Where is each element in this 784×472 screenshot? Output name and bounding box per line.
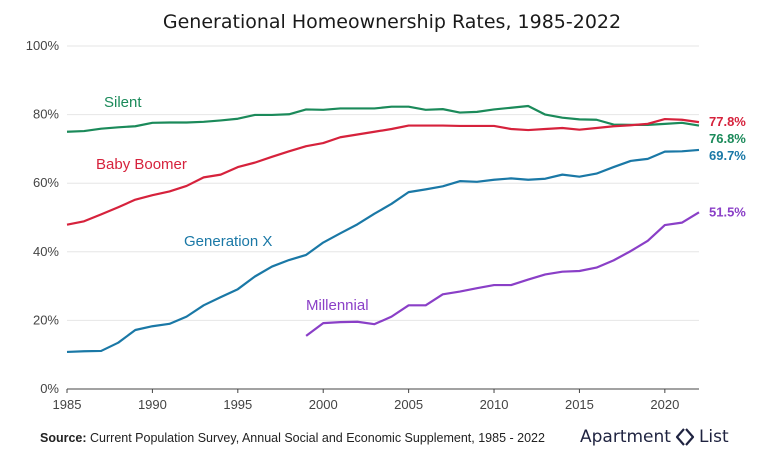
x-tick-label: 2000 <box>309 397 338 412</box>
end-value-baby-boomer: 77.8% <box>709 114 746 129</box>
brand-name-left: Apartment <box>580 427 671 447</box>
series-layer <box>66 104 700 354</box>
y-tick-label: 40% <box>33 244 59 259</box>
axis-layer: 0% 20% 40% 60% 80% 100% 1985 1990 1995 2000 2005 20… <box>26 38 699 412</box>
end-value-silent: 76.8% <box>709 131 746 146</box>
label-layer: Silent Baby Boomer Generation X Millennial 7… <box>96 94 746 314</box>
y-tick-label: 20% <box>33 312 59 327</box>
x-tick-label: 1990 <box>138 397 167 412</box>
series-name-baby-boomer: Baby Boomer <box>96 156 187 173</box>
x-tick-label: 1985 <box>53 397 82 412</box>
brand-mark-icon <box>675 428 695 446</box>
x-tick-label: 1995 <box>223 397 252 412</box>
y-tick-label: 80% <box>33 107 59 122</box>
y-tick-label: 60% <box>33 175 59 190</box>
series-line-millennial <box>305 211 700 337</box>
x-tick-label: 2005 <box>394 397 423 412</box>
series-line-baby-boomer <box>66 117 700 226</box>
series-name-silent: Silent <box>104 94 142 111</box>
end-value-generation-x: 69.7% <box>709 148 746 163</box>
source-note: Source: Current Population Survey, Annua… <box>40 431 545 445</box>
source-text: Current Population Survey, Annual Social… <box>86 431 545 445</box>
chart-title: Generational Homeownership Rates, 1985-2… <box>163 11 621 33</box>
y-tick-label: 0% <box>40 381 59 396</box>
series-name-generation-x: Generation X <box>184 233 272 250</box>
series-line-generation-x <box>66 148 700 354</box>
source-label: Source: <box>40 431 87 445</box>
x-tick-label: 2020 <box>650 397 679 412</box>
brand-name-right: List <box>698 427 729 447</box>
x-tick-label: 2015 <box>565 397 594 412</box>
y-tick-label: 100% <box>26 38 60 53</box>
x-tick-label: 2010 <box>480 397 509 412</box>
grid-layer <box>67 45 699 390</box>
series-line-silent <box>66 104 700 133</box>
end-value-millennial: 51.5% <box>709 204 746 219</box>
series-name-millennial: Millennial <box>306 297 369 314</box>
brand-logo: Apartment List <box>580 426 729 448</box>
